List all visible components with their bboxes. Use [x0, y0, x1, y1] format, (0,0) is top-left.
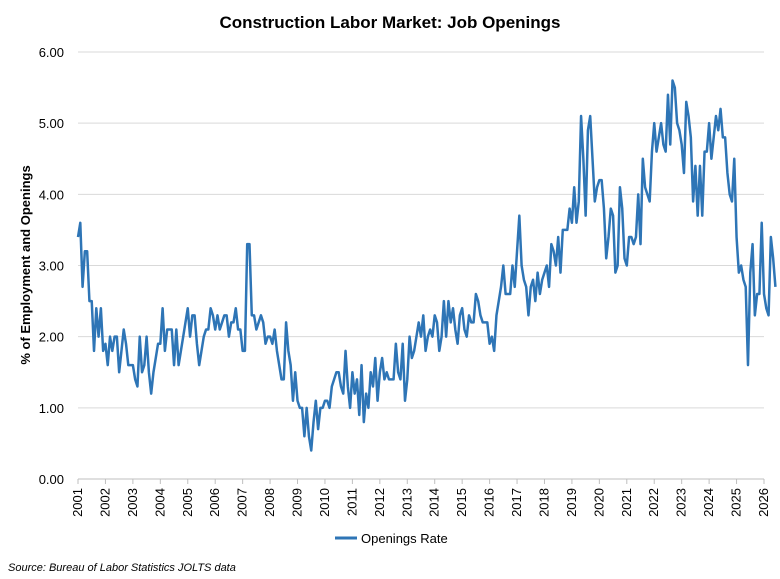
source-note: Source: Bureau of Labor Statistics JOLTS…	[8, 562, 236, 574]
y-axis-label: % of Employment and Openings	[18, 165, 33, 364]
x-tick-label: 2009	[290, 488, 305, 517]
x-tick-label: 2025	[729, 488, 744, 517]
series-line-openings-rate	[76, 79, 777, 452]
x-tick-label: 2004	[152, 488, 167, 517]
x-tick-label: 2024	[701, 488, 716, 517]
x-tick-label: 2002	[97, 488, 112, 517]
x-tick-label: 2013	[399, 488, 414, 517]
y-axis-ticks: 0.00 1.00 2.00 3.00 4.00 5.00 6.00	[39, 45, 64, 487]
x-tick-label: 2003	[125, 488, 140, 517]
x-tick-label: 2010	[317, 488, 332, 517]
y-tick-label: 0.00	[39, 472, 64, 487]
chart-title: Construction Labor Market: Job Openings	[220, 13, 561, 32]
y-tick-label: 3.00	[39, 259, 64, 274]
grid-lines	[78, 51, 764, 480]
x-tick-label: 2018	[536, 488, 551, 517]
x-tick-label: 2020	[591, 488, 606, 517]
x-tick-label: 2023	[674, 488, 689, 517]
x-tick-label: 2006	[207, 488, 222, 517]
legend-label-openings-rate: Openings Rate	[361, 531, 448, 546]
x-tick-label: 2008	[262, 488, 277, 517]
y-tick-label: 6.00	[39, 45, 64, 60]
x-tick-label: 2011	[344, 488, 359, 516]
x-tick-label: 2015	[454, 488, 469, 517]
y-tick-label: 4.00	[39, 187, 64, 202]
x-tick-label: 2016	[482, 488, 497, 517]
x-tick-label: 2017	[509, 488, 524, 517]
legend: Openings Rate	[335, 531, 448, 546]
x-tick-label: 2012	[372, 488, 387, 517]
y-tick-label: 5.00	[39, 116, 64, 131]
x-tick-label: 2001	[70, 488, 85, 517]
x-tick-label: 2026	[756, 488, 771, 517]
x-tick-label: 2007	[235, 488, 250, 517]
x-axis-ticks: 2001 2002 2003 2004 2005 2006 2007 2008 2009 2010…	[70, 479, 771, 517]
x-tick-label: 2005	[180, 488, 195, 517]
x-tick-label: 2019	[564, 488, 579, 517]
x-tick-label: 2021	[619, 488, 634, 517]
y-tick-label: 1.00	[39, 401, 64, 416]
series-layer	[76, 79, 777, 452]
x-tick-label: 2022	[646, 488, 661, 517]
y-tick-label: 2.00	[39, 330, 64, 345]
x-tick-label: 2014	[427, 488, 442, 517]
